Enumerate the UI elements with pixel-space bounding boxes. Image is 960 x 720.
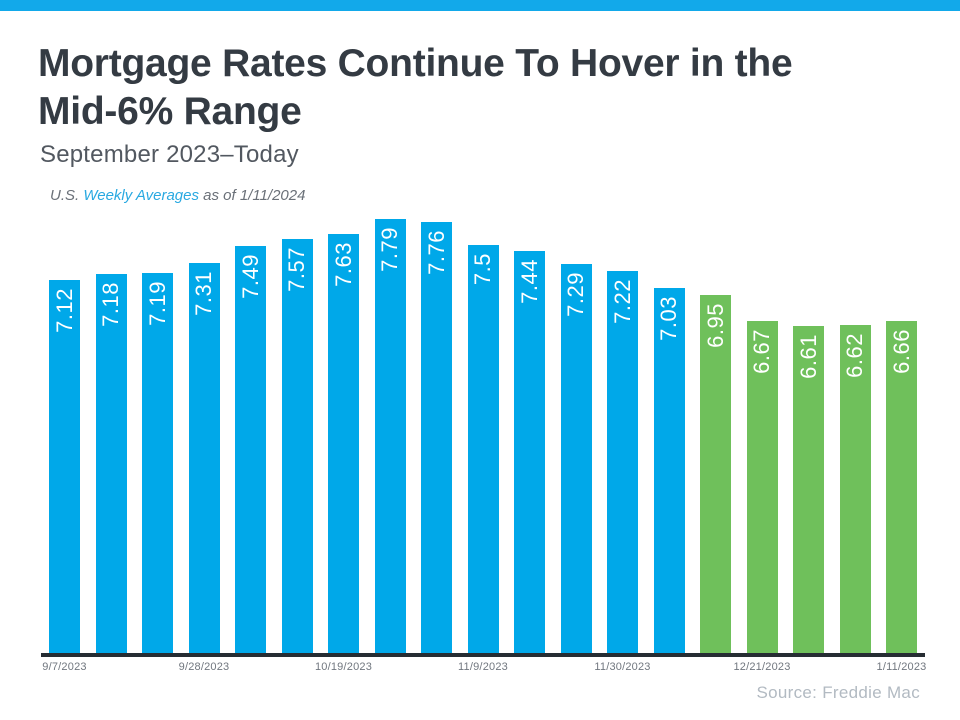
bar: 6.61 <box>793 325 824 653</box>
bar: 6.66 <box>886 321 917 653</box>
top-accent-bar <box>0 0 960 11</box>
bar-value-label: 7.76 <box>423 229 449 275</box>
bar-value-label: 7.12 <box>51 287 77 333</box>
bar: 7.03 <box>653 287 685 653</box>
bar-value-label: 7.49 <box>237 254 263 300</box>
bar: 7.57 <box>281 238 313 653</box>
bar-value-label: 7.63 <box>330 241 356 287</box>
x-axis-tick-label: 11/9/2023 <box>458 661 508 673</box>
bar: 6.62 <box>839 325 871 653</box>
bar: 7.63 <box>328 233 359 653</box>
bar-value-label: 6.95 <box>702 303 728 348</box>
bar-value-label: 7.29 <box>563 272 588 318</box>
bar: 7.44 <box>514 250 545 653</box>
bar-value-label: 7.79 <box>377 227 402 272</box>
bar-value-label: 7.44 <box>516 258 542 304</box>
x-axis-tick-label: 1/11/2023 <box>876 661 927 673</box>
bar-value-label: 7.19 <box>144 281 170 327</box>
bar: 7.49 <box>235 246 266 653</box>
note-prefix: U.S. <box>50 187 80 204</box>
x-axis-tick-label: 12/21/2023 <box>733 661 791 673</box>
bar-value-label: 7.03 <box>656 295 681 341</box>
bar-value-label: 6.61 <box>795 333 821 379</box>
bar: 7.22 <box>607 270 638 653</box>
x-axis-tick-label: 11/30/2023 <box>594 661 651 673</box>
page-subtitle: September 2023–Today <box>40 141 299 168</box>
data-note: U.S. Weekly Averages as of 1/11/2024 <box>50 187 305 204</box>
bar: 7.31 <box>188 262 220 653</box>
bar: 6.95 <box>700 295 731 653</box>
bar: 7.76 <box>421 221 452 653</box>
bar: 7.29 <box>560 264 592 653</box>
bar-value-label: 6.62 <box>842 333 867 378</box>
x-axis-line <box>41 653 925 657</box>
source-credit: Source: Freddie Mac <box>756 683 920 702</box>
bar-value-label: 7.31 <box>191 270 216 316</box>
x-axis-tick-label: 10/19/2023 <box>314 661 373 673</box>
bar-value-label: 7.18 <box>98 282 123 328</box>
page-title-line1: Mortgage Rates Continue To Hover in the <box>38 42 793 85</box>
bar: 7.5 <box>467 245 499 653</box>
bar: 7.79 <box>374 219 406 653</box>
bar-value-label: 7.5 <box>470 253 495 286</box>
page-title-line2: Mid-6% Range <box>38 90 302 133</box>
note-suffix: as of 1/11/2024 <box>203 187 306 204</box>
x-axis-labels: 9/7/2023 9/28/2023 10/19/2023 11/9/2023 11/3… <box>42 661 926 677</box>
chart-plot-area: 7.12 7.18 7.19 7.31 7.49 7.57 7.63 7.79 7.76 7.5 7… <box>49 219 917 653</box>
bar-value-label: 7.57 <box>284 246 309 292</box>
x-axis-tick-label: 9/7/2023 <box>42 661 87 673</box>
page-title: Mortgage Rates Continue To Hover in the … <box>38 40 793 136</box>
bar: 7.18 <box>95 274 127 653</box>
bar-value-label: 7.22 <box>609 278 635 324</box>
weekly-averages-link[interactable]: Weekly Averages <box>83 187 199 204</box>
bar: 7.12 <box>49 279 80 653</box>
bar-value-label: 6.67 <box>749 328 774 374</box>
bar-value-label: 6.66 <box>888 329 914 375</box>
x-axis-tick-label: 9/28/2023 <box>178 661 230 673</box>
bar: 6.67 <box>746 320 778 653</box>
bar: 7.19 <box>142 273 173 653</box>
